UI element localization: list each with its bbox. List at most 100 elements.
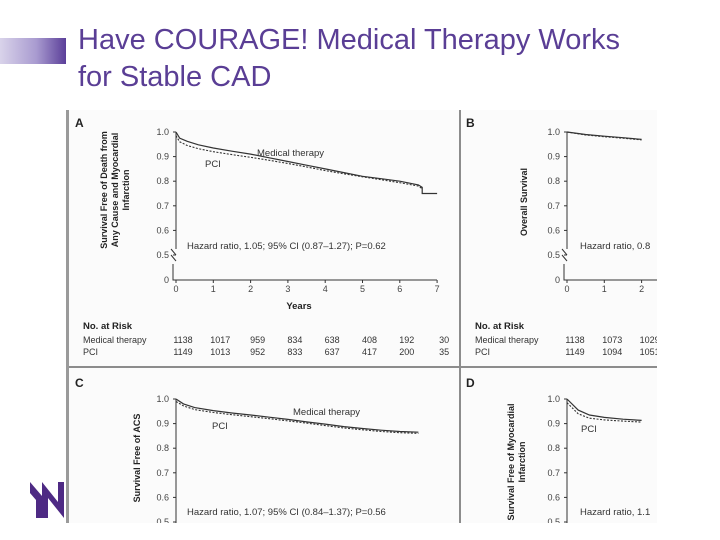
panel-a-axis-break (170, 248, 177, 262)
panel-a-risk-value: 417 (362, 347, 377, 357)
panel-a-hazard-ratio: Hazard ratio, 1.05; 95% CI (0.87–1.27); … (187, 241, 386, 252)
panel-letter-d: D (466, 376, 475, 390)
panel-c-y-tick-label: 0.7 (156, 468, 169, 478)
panel-b-ylabel: Overall Survival (519, 168, 529, 236)
panel-d-ylabel-line-1: Survival Free of Myocardial (506, 403, 516, 520)
panel-b-risk-value: 1149 (565, 347, 584, 357)
kaplan-meier-figure: A B C D Survival Free of Death from Any … (66, 110, 657, 523)
panel-a-risk-value: 35 (439, 347, 449, 357)
panel-letter-a: A (75, 116, 84, 130)
panel-a-risk-header: No. at Risk (83, 321, 133, 332)
panel-b-y-tick-label: 0.9 (547, 152, 560, 162)
panel-a-x-tick-label: 2 (248, 284, 253, 294)
panel-a-risk-value: 959 (250, 335, 265, 345)
panel-a-x-tick-label: 3 (285, 284, 290, 294)
panel-a-risk-value: 1149 (173, 347, 192, 357)
title-accent-bar (0, 38, 66, 64)
panel-a-series-medical-line (175, 131, 438, 195)
panel-b-risk-row-label-medical: Medical therapy (475, 335, 539, 345)
panel-b-risk-value: 1029 (640, 335, 657, 345)
panel-d-series-medical-line (566, 398, 642, 421)
panel-a-y-tick-label: 0.6 (156, 225, 169, 235)
panel-a-x-tick-label: 7 (435, 284, 440, 294)
panel-c-ylabel: Survival Free of ACS (132, 414, 142, 503)
panel-b-x-tick-label: 0 (564, 284, 569, 294)
slide-title: Have COURAGE! Medical Therapy Works for … (78, 22, 698, 96)
panel-a-risk-value: 834 (287, 335, 302, 345)
panel-letter-b: B (466, 116, 475, 130)
panel-a-x-tick-label: 4 (323, 284, 328, 294)
panel-a-risk-value: 192 (399, 335, 414, 345)
panel-a-y-tick-label: 0.5 (156, 250, 169, 260)
slide-title-line-2: for Stable CAD (78, 61, 272, 93)
panel-b-series-medical-line (566, 131, 642, 140)
panel-d-series-pci-line (566, 402, 642, 423)
panel-d-y-tick-label: 0.9 (547, 419, 560, 429)
axes-lines (170, 132, 657, 523)
panel-d-hazard-ratio: Hazard ratio, 1.1 (580, 507, 650, 518)
logo-right-stroke (42, 482, 64, 518)
panel-a-ylabel-line-1: Survival Free of Death from (99, 131, 109, 249)
panel-a-risk-value: 200 (399, 347, 414, 357)
panel-a-axes (172, 132, 437, 281)
panel-a-risk-value: 638 (325, 335, 340, 345)
panel-letter-c: C (75, 376, 84, 390)
panel-b-hazard-ratio: Hazard ratio, 0.8 (580, 241, 650, 252)
panel-d-y-tick-label: 1.0 (547, 394, 560, 404)
panel-b-risk-row-label-pci: PCI (475, 347, 490, 357)
panel-b-risk-header: No. at Risk (475, 321, 525, 332)
panel-c-hazard-ratio: Hazard ratio, 1.07; 95% CI (0.84–1.37); … (187, 507, 386, 518)
panel-a-x-tick-label: 5 (360, 284, 365, 294)
panel-a-risk-value: 833 (287, 347, 302, 357)
panel-a-risk-value: 1138 (173, 335, 192, 345)
panel-d-ylabel-line-2: Infarction (517, 441, 527, 482)
panel-a-risk-row-label-medical: Medical therapy (83, 335, 147, 345)
nm-logo-icon (30, 482, 64, 518)
panel-b-y-tick-label: 0 (555, 275, 560, 285)
panel-a-label-medical: Medical therapy (257, 148, 324, 159)
panel-a-risk-value: 1017 (210, 335, 230, 345)
panel-c-y-tick-label: 0.9 (156, 419, 169, 429)
panel-b-axis-break (561, 248, 568, 262)
panel-c-series-medical-line (175, 398, 419, 433)
panel-a-x-tick-label: 1 (211, 284, 216, 294)
panel-b-x-tick-label: 2 (639, 284, 644, 294)
panel-b-y-tick-label: 0.8 (547, 176, 560, 186)
logo-left-stroke (30, 482, 42, 518)
panel-a-y-tick-label: 1.0 (156, 127, 169, 137)
panel-c-y-tick-label: 0.5 (156, 517, 169, 523)
panel-b-y-tick-label: 0.5 (547, 250, 560, 260)
tick-layer: 1.00.90.80.70.60.500 1 2 3 4 5 6 71.00.90.80.70… (156, 127, 644, 523)
panel-d-y-tick-label: 0.6 (547, 492, 560, 502)
panel-c-label-medical: Medical therapy (293, 407, 360, 418)
panel-a-ylabel-line-3: Infarction (121, 169, 131, 210)
panel-d-y-tick-label: 0.7 (547, 468, 560, 478)
panel-a-risk-value: 408 (362, 335, 377, 345)
panel-a-x-tick-label: 0 (173, 284, 178, 294)
panel-b-risk-value: 1138 (565, 335, 584, 345)
panel-c-y-tick-label: 0.6 (156, 492, 169, 502)
risk-table-values: 1138 1017 959 834 638 408 192 30 1149 1013 952 833 6… (173, 335, 657, 357)
panel-a-y-tick-label: 0 (164, 275, 169, 285)
panel-b-y-tick-label: 1.0 (547, 127, 560, 137)
panel-b-risk-value: 1073 (602, 335, 622, 345)
panel-a-risk-value: 952 (250, 347, 265, 357)
panel-c-y-tick-label: 0.8 (156, 443, 169, 453)
panel-a-label-pci: PCI (205, 159, 221, 170)
panel-c-label-pci: PCI (212, 421, 228, 432)
panel-b-risk-value: 1051 (640, 347, 657, 357)
panel-d-y-tick-label: 0.8 (547, 443, 560, 453)
panel-a-y-tick-label: 0.9 (156, 152, 169, 162)
panel-b-y-tick-label: 0.7 (547, 201, 560, 211)
panel-c-y-tick-label: 1.0 (156, 394, 169, 404)
panel-a-y-tick-label: 0.8 (156, 176, 169, 186)
panel-b-y-tick-label: 0.6 (547, 225, 560, 235)
panel-d-label-pci: PCI (581, 424, 597, 435)
figure-svg: A B C D Survival Free of Death from Any … (69, 110, 657, 523)
panel-a-risk-row-label-pci: PCI (83, 347, 98, 357)
panel-b-risk-value: 1094 (602, 347, 622, 357)
panel-a-xlabel: Years (286, 301, 311, 312)
panel-a-ylabel-line-2: Any Cause and Myocardial (110, 133, 120, 248)
panel-a-risk-value: 1013 (210, 347, 230, 357)
panel-b-x-tick-label: 1 (602, 284, 607, 294)
